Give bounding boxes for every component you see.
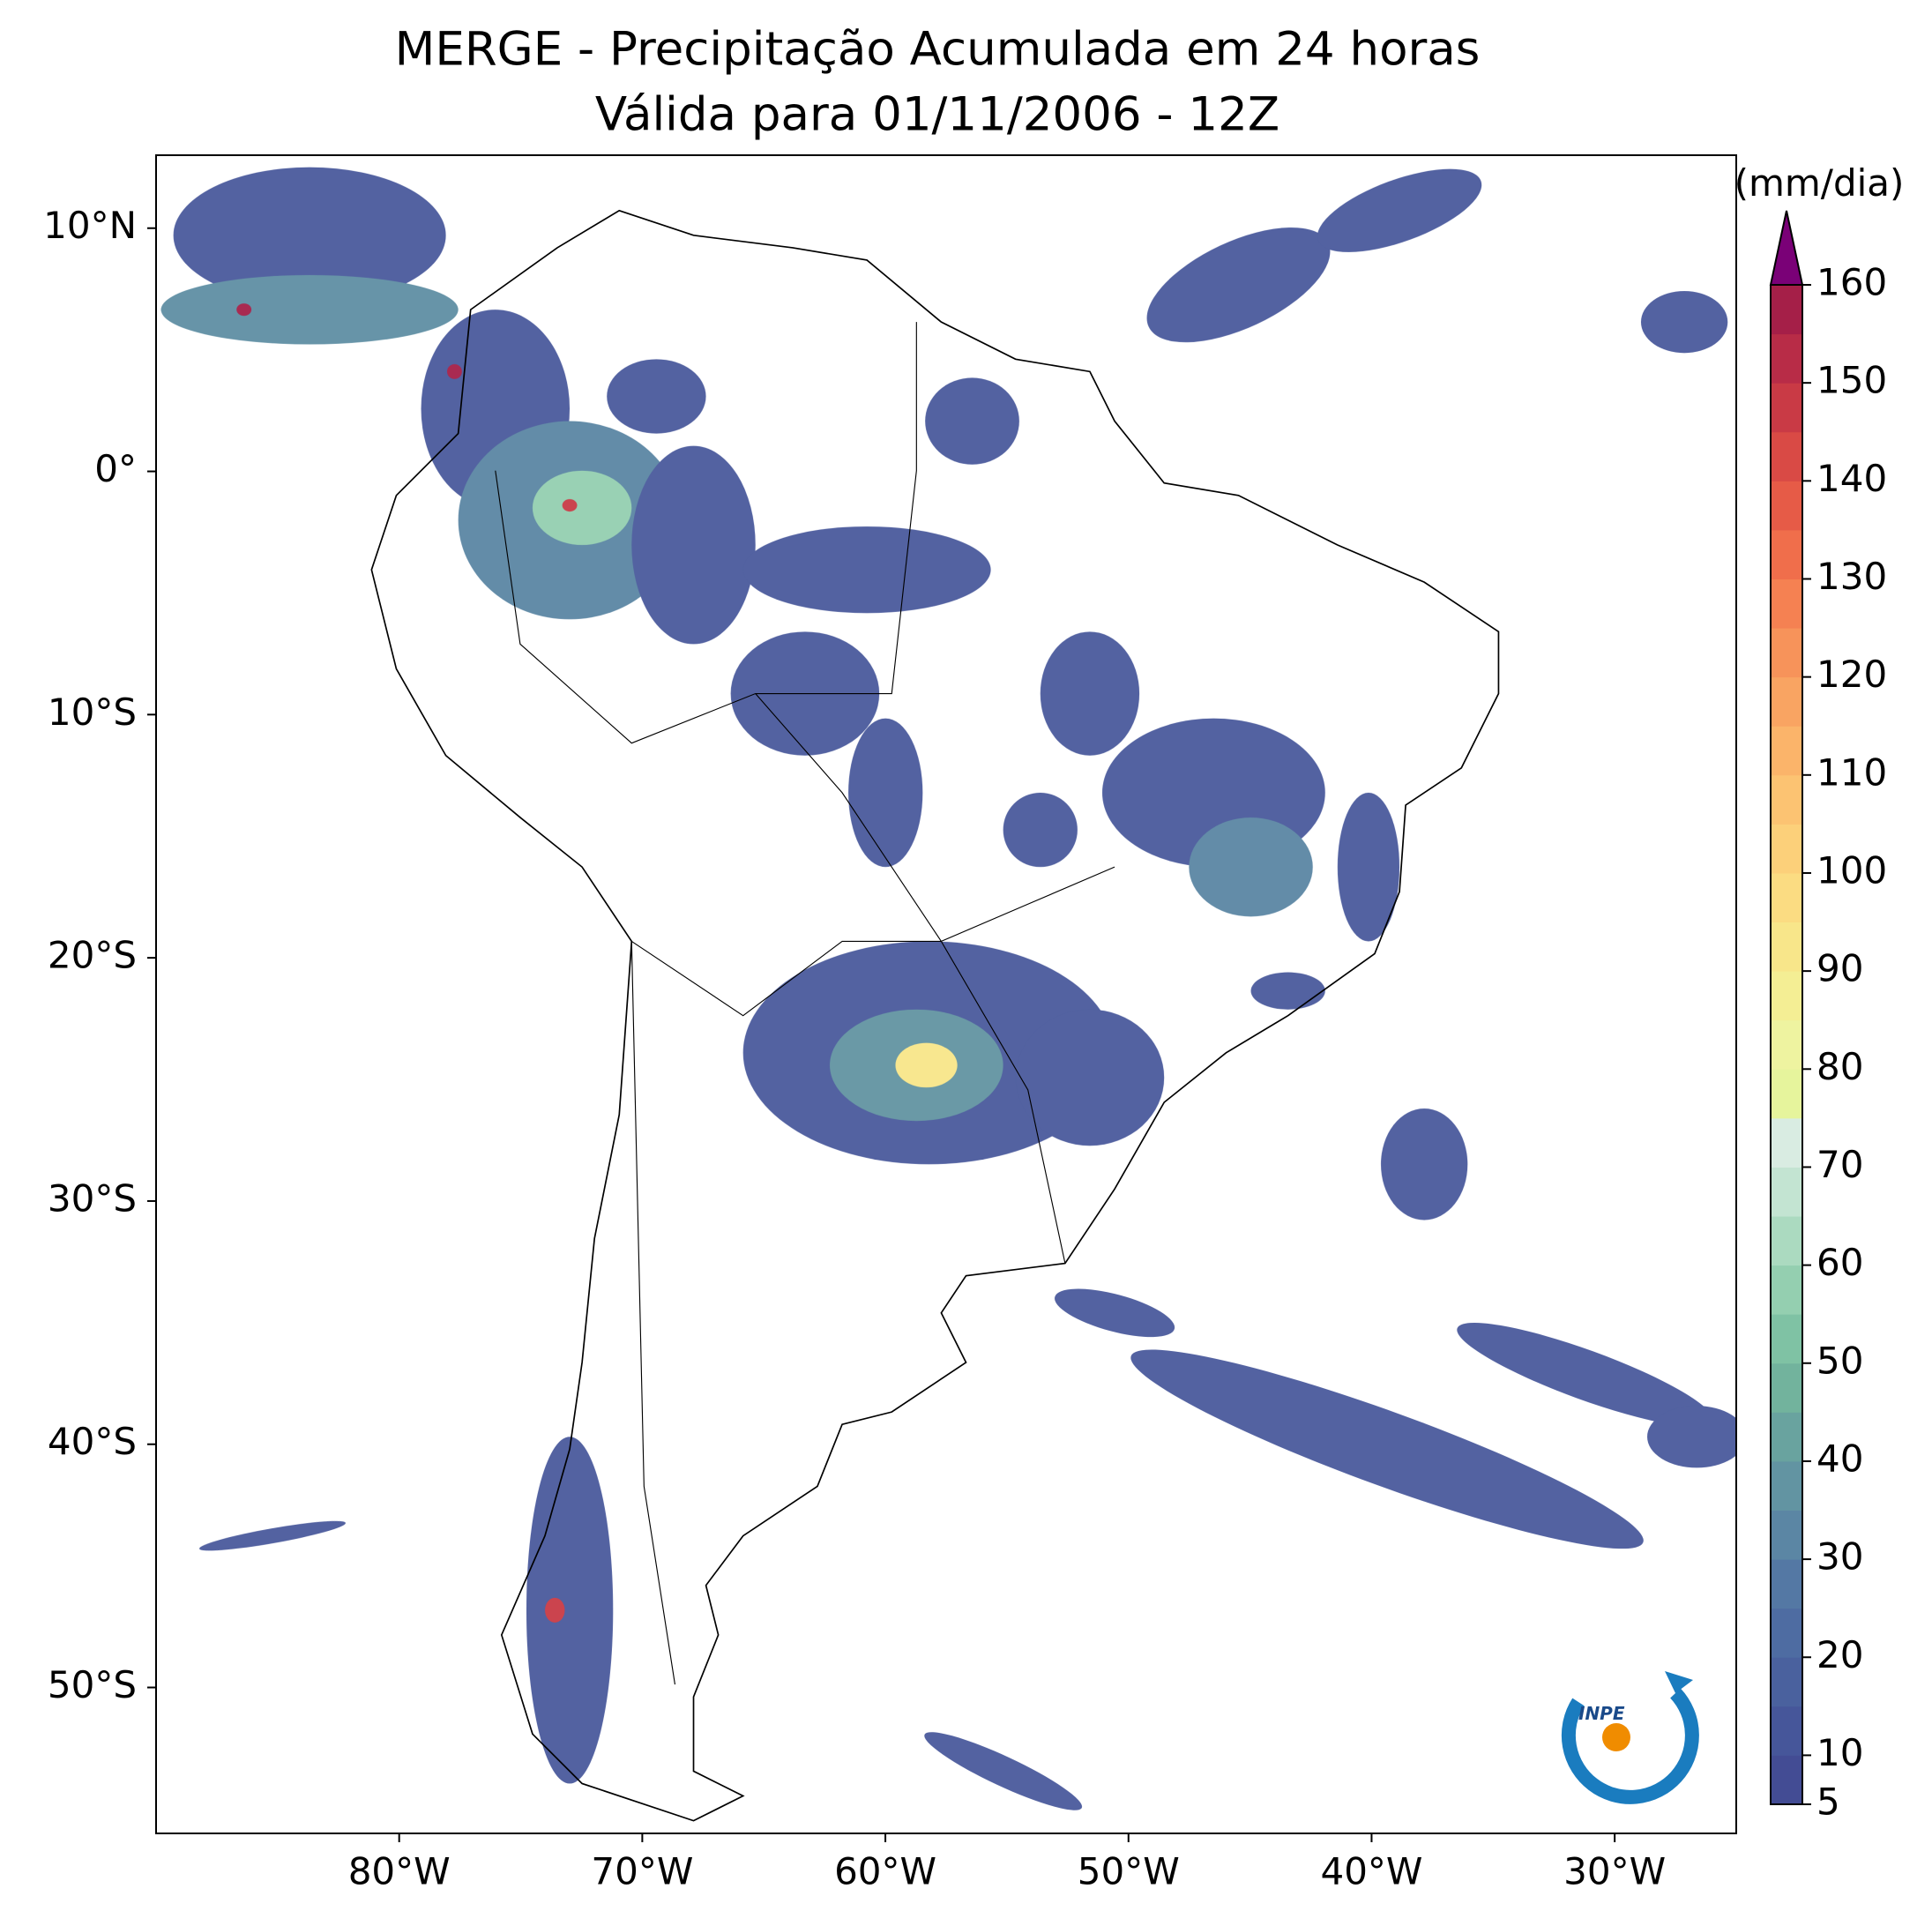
colorbar-tick-label: 160 [1816, 261, 1887, 304]
colorbar-label: (mm/dia) [1734, 161, 1905, 205]
colorbar-tick-label: 20 [1816, 1633, 1863, 1676]
colorbar-band [1771, 872, 1802, 923]
colorbar-tick-label: 70 [1816, 1143, 1863, 1186]
colorbar-band [1771, 774, 1802, 825]
colorbar-band [1771, 481, 1802, 531]
y-tick-label: 10°S [48, 690, 137, 734]
colorbar-tick-label: 10 [1816, 1731, 1863, 1774]
logo-text: INPE [1578, 1703, 1625, 1724]
map-frame [155, 154, 1737, 1834]
x-tick-label: 70°W [591, 1850, 693, 1893]
colorbar-band [1771, 383, 1802, 433]
colorbar-band [1771, 922, 1802, 972]
colorbar-band [1771, 1019, 1802, 1070]
colorbar-band [1771, 628, 1802, 678]
colorbar-band [1771, 1559, 1802, 1609]
colorbar-tick-label: 130 [1816, 555, 1887, 598]
colorbar-tick-label: 140 [1816, 457, 1887, 500]
y-tick-label: 40°S [48, 1420, 137, 1463]
colorbar-band [1771, 1706, 1802, 1756]
colorbar-tick-label: 30 [1816, 1535, 1863, 1579]
colorbar-band [1771, 1510, 1802, 1560]
colorbar-tick-label: 80 [1816, 1045, 1863, 1088]
country-borders [495, 322, 1115, 1685]
colorbar-band [1771, 529, 1802, 579]
colorbar-band [1771, 1069, 1802, 1119]
colorbar-tick-label: 100 [1816, 848, 1887, 892]
y-tick-label: 30°S [48, 1176, 137, 1220]
y-tick-label: 0° [94, 447, 137, 490]
colorbar-tick-label: 120 [1816, 653, 1887, 696]
colorbar-band [1771, 1412, 1802, 1462]
colorbar-band [1771, 1460, 1802, 1512]
colorbar-band [1771, 726, 1802, 776]
x-tick-label: 50°W [1078, 1850, 1180, 1893]
map-layer [160, 167, 1736, 1822]
chart-title: MERGE - Precipitação Acumulada em 24 hor… [395, 23, 1481, 77]
colorbar-band [1771, 676, 1802, 727]
colorbar-band [1771, 1755, 1802, 1805]
colorbar-band [1771, 1362, 1802, 1413]
colorbar-band [1771, 333, 1802, 384]
colorbar-tick-label: 5 [1816, 1780, 1840, 1824]
colorbar-band [1771, 1167, 1802, 1217]
colorbar-band [1771, 1608, 1802, 1658]
colorbar-tick-label: 40 [1816, 1437, 1863, 1480]
map-area [160, 167, 1736, 1822]
colorbar-band [1771, 579, 1802, 629]
x-tick-label: 80°W [348, 1850, 451, 1893]
precip-areas [160, 167, 1736, 1810]
colorbar-band [1771, 431, 1802, 481]
y-tick-label: 50°S [48, 1663, 137, 1706]
colorbar-band [1771, 1265, 1802, 1315]
x-tick-label: 60°W [834, 1850, 936, 1893]
logo: INPE [1561, 1671, 1699, 1804]
colorbar-tick-label: 110 [1816, 750, 1887, 794]
x-tick-label: 40°W [1320, 1850, 1422, 1893]
y-tick-label: 10°N [43, 204, 137, 247]
colorbar-band [1771, 1314, 1802, 1364]
colorbar-extend [1769, 210, 1804, 286]
colorbar-band [1771, 1657, 1802, 1707]
colorbar-tick-label: 60 [1816, 1241, 1863, 1284]
colorbar-band [1771, 285, 1802, 335]
chart-subtitle: Válida para 01/11/2006 - 12Z [595, 88, 1279, 142]
colorbar-band [1771, 1216, 1802, 1266]
colorbar-tick-label: 150 [1816, 359, 1887, 402]
colorbar-frame [1770, 285, 1803, 1805]
y-tick-label: 20°S [48, 934, 137, 977]
colorbar-tick-label: 50 [1816, 1339, 1863, 1382]
colorbar-band [1771, 824, 1802, 874]
continent-outline [370, 209, 1500, 1822]
colorbar-band [1771, 1117, 1802, 1168]
colorbar-band [1771, 971, 1802, 1021]
x-tick-label: 30°W [1563, 1850, 1666, 1893]
colorbar-tick-label: 90 [1816, 947, 1863, 990]
